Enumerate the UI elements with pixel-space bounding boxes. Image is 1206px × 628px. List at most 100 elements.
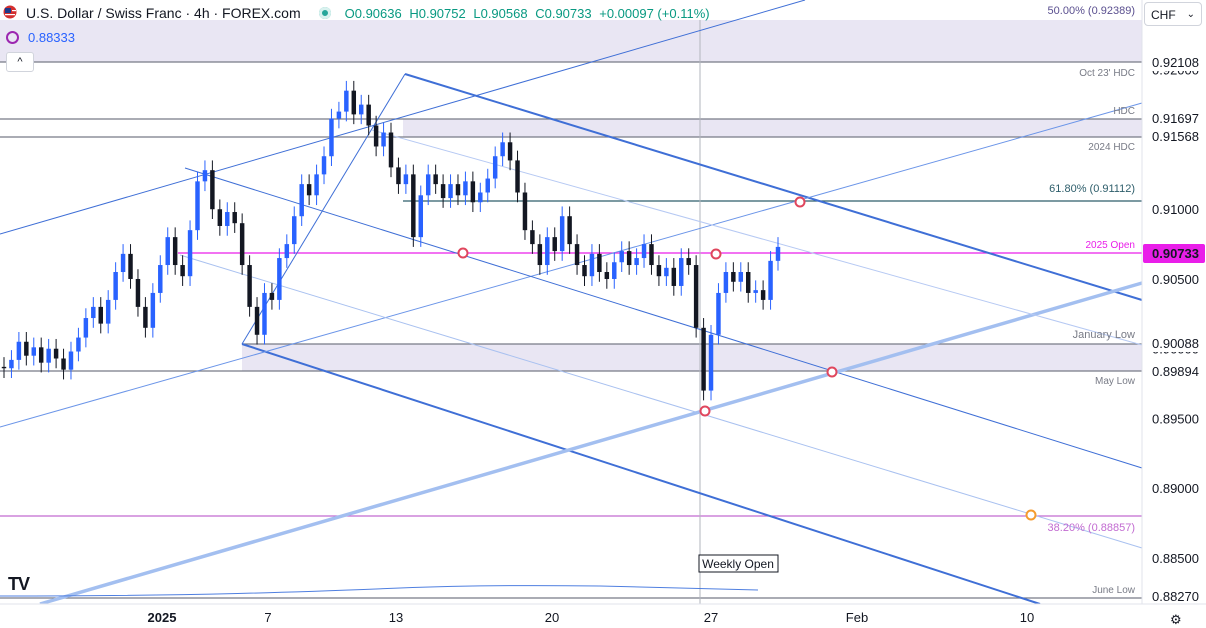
indicator-legend[interactable]: 0.88333 (6, 28, 75, 46)
tag-88270: 0.88270 (1152, 589, 1199, 604)
tag-92108: 0.92108 (1152, 55, 1199, 70)
candle-body (284, 244, 290, 259)
candle-body (693, 265, 699, 328)
tag-91697: 0.91697 (1152, 111, 1199, 126)
label-june-low: June Low (1092, 585, 1136, 596)
resistance-zone-top (0, 20, 1142, 62)
candle-body (239, 223, 245, 266)
candle-body (500, 142, 505, 157)
candle-body (768, 260, 773, 300)
tradingview-logo[interactable]: TV (8, 574, 30, 594)
label-oct-hdc: Oct 23' HDC (1079, 68, 1135, 79)
candle-body (158, 265, 163, 293)
candle-body (68, 351, 74, 370)
candle-body (299, 184, 304, 217)
candle-body (492, 156, 498, 179)
time-tick-label: 2025 (148, 610, 177, 625)
channel-lines[interactable] (0, 0, 1143, 606)
candle-body (83, 318, 89, 338)
candle-body (306, 184, 312, 196)
candle-body (522, 192, 528, 231)
candle-body (485, 178, 490, 193)
label-fib-382: 38.20% (0.88857) (1048, 522, 1135, 534)
candle-body (1, 366, 7, 369)
candle-body (91, 306, 96, 319)
candle-body (172, 237, 178, 266)
candle-body (9, 359, 14, 369)
candle-body (753, 290, 758, 293)
candle-body (478, 192, 483, 203)
candle-body (440, 184, 446, 199)
symbol-title[interactable]: U.S. Dollar / Swiss Franc · 4h · FOREX.c… (26, 5, 301, 21)
candle-body (113, 272, 118, 300)
time-tick-label: 13 (389, 610, 403, 625)
symbol-header[interactable]: U.S. Dollar / Swiss Franc · 4h · FOREX.c… (0, 0, 714, 26)
candle-body (61, 358, 66, 370)
candle-body (507, 142, 513, 161)
label-2025-open: 2025 Open (1086, 240, 1136, 251)
candle-body (53, 348, 59, 359)
price-tick-label: 0.89000 (1152, 481, 1199, 496)
candle-body (537, 244, 543, 266)
candle-body (649, 244, 654, 266)
candle-body (545, 237, 550, 266)
price-tags: 0.92108 0.91697 0.91568 0.90733 0.90088 … (1143, 54, 1205, 604)
chevron-down-icon: ⌄ (1186, 9, 1195, 20)
candle-body (433, 174, 438, 185)
currency-selector[interactable]: CHF ⌄ (1144, 2, 1202, 26)
label-fib-618: 61.80% (0.91112) (1049, 183, 1135, 195)
candle-body (217, 209, 223, 226)
candle-body (619, 251, 624, 263)
candle-body (247, 265, 252, 307)
settings-gear-icon[interactable]: ⚙ (1170, 612, 1182, 627)
ohlc-low: L0.90568 (473, 5, 528, 21)
tag-89894: 0.89894 (1152, 364, 1199, 379)
weekly-open-box (698, 554, 779, 573)
candle-body (463, 181, 468, 196)
candle-body (760, 290, 766, 300)
pivot-markers (457, 196, 1037, 521)
collapse-legend-button[interactable]: ^ (6, 52, 34, 72)
candle-body (604, 272, 610, 279)
tag-90088: 0.90088 (1152, 336, 1199, 351)
candle-body (336, 111, 342, 119)
label-fib-50: 50.00% (0.92389) (1048, 5, 1135, 17)
price-tick-label: 0.91000 (1152, 202, 1199, 217)
candle-body (745, 272, 751, 293)
candle-body (686, 258, 691, 266)
time-axis[interactable] (0, 603, 1206, 628)
time-tick-label: 20 (545, 610, 559, 625)
candle-body (105, 299, 111, 324)
time-tick-label: 10 (1020, 610, 1034, 625)
currency-label: CHF (1151, 8, 1176, 22)
label-hdc: HDC (1113, 106, 1135, 117)
candle-body (187, 230, 193, 277)
candle-body (574, 244, 580, 266)
candle-body (202, 170, 208, 182)
candle-body (262, 292, 267, 335)
candle-body (165, 237, 170, 266)
candle-body (366, 104, 371, 126)
candle-body (38, 347, 44, 363)
label-january-low: January Low (1073, 329, 1135, 341)
ohlc-high: H0.90752 (409, 5, 466, 21)
candle-body (455, 184, 461, 196)
candles[interactable] (1, 80, 781, 401)
price-axis[interactable] (1141, 0, 1206, 604)
candle-body (589, 253, 595, 277)
candle-body (351, 90, 357, 115)
chevron-up-icon: ^ (17, 56, 23, 68)
indicator-icon (6, 30, 19, 44)
candle-body (567, 216, 572, 245)
candle-body (418, 195, 424, 238)
candle-body (210, 170, 215, 210)
candle-body (76, 337, 81, 352)
price-tick-label: 0.88500 (1152, 551, 1199, 566)
market-status-icon (318, 7, 331, 19)
time-tick-label: 27 (704, 610, 718, 625)
candle-body (98, 306, 103, 324)
label-may-low: May Low (1095, 376, 1136, 387)
candle-body (425, 174, 431, 196)
candle-body (292, 216, 297, 245)
